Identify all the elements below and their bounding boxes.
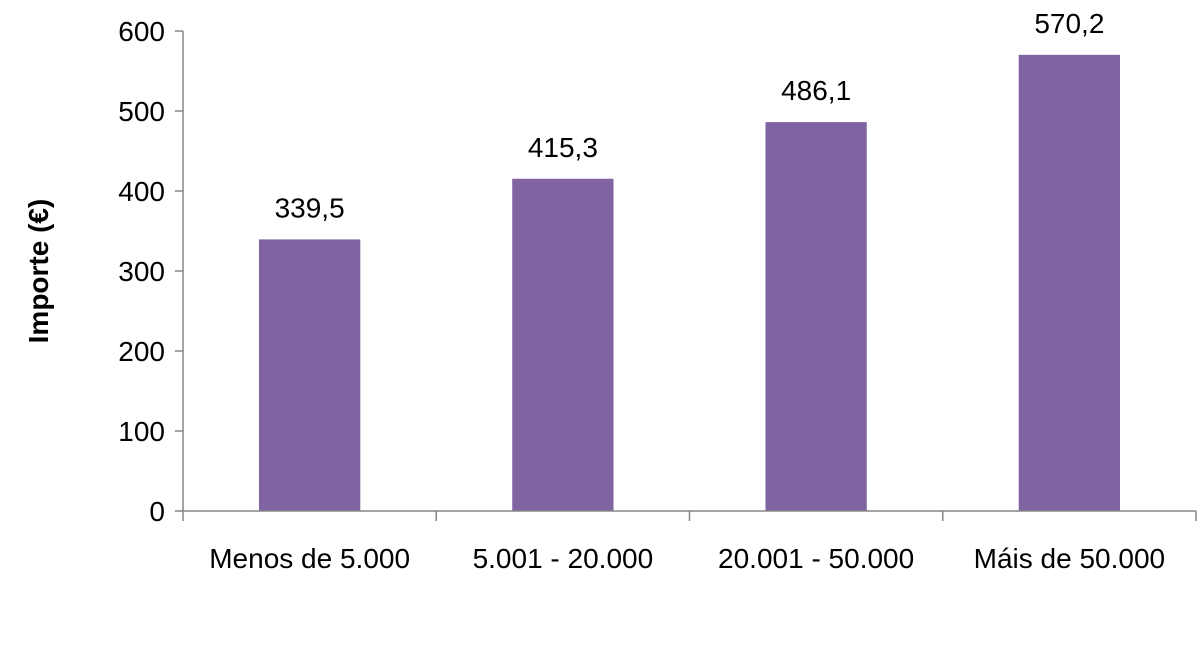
y-tick-label: 500	[118, 96, 165, 127]
y-tick-label: 200	[118, 336, 165, 367]
bar-value-label: 570,2	[1034, 8, 1104, 39]
x-axis-ticks	[182, 511, 1197, 521]
bar	[512, 178, 614, 511]
x-category-label: Menos de 5.000	[209, 543, 410, 574]
y-tick-label: 100	[118, 416, 165, 447]
x-category-label: Máis de 50.000	[974, 543, 1165, 574]
y-axis-ticks: 0 100 200 300 400 500 600	[118, 16, 183, 527]
bar-value-label: 486,1	[781, 75, 851, 106]
y-tick-label: 400	[118, 176, 165, 207]
y-axis-title: Importe (€)	[23, 199, 54, 344]
bar	[765, 122, 867, 512]
bar-value-label: 415,3	[528, 132, 598, 163]
x-category-label: 20.001 - 50.000	[718, 543, 914, 574]
bar	[1018, 54, 1121, 512]
bar-value-label: 339,5	[275, 192, 345, 223]
data-labels: 339,5 415,3 486,1 570,2	[275, 8, 1105, 224]
category-labels: Menos de 5.000 5.001 - 20.000 20.001 - 50.…	[209, 543, 1165, 574]
bar	[258, 239, 361, 511]
y-tick-label: 600	[118, 16, 165, 47]
x-category-label: 5.001 - 20.000	[473, 543, 654, 574]
y-tick-label: 0	[149, 496, 165, 527]
y-tick-label: 300	[118, 256, 165, 287]
bars	[258, 54, 1121, 512]
